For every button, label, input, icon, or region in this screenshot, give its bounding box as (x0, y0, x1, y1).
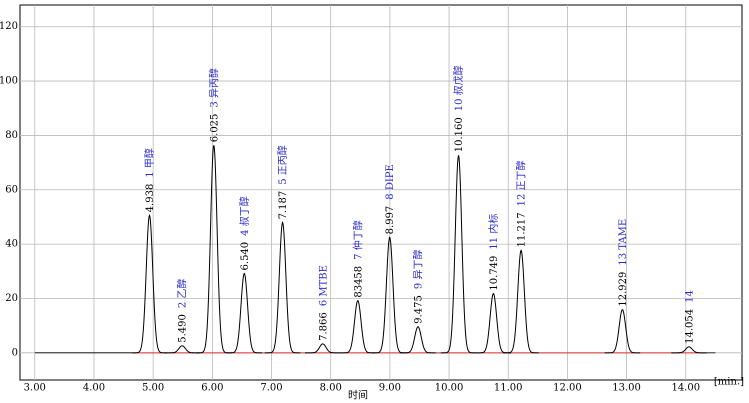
x-tick-label: 13.00 (612, 383, 641, 394)
peak-label: 1 甲醇 (143, 148, 156, 178)
peak-time-label: 10.160 (454, 117, 465, 152)
peak (340, 299, 376, 354)
y-tick-label: 60 (5, 184, 18, 195)
x-tick-label: 8.00 (320, 383, 342, 394)
peak-label: 7 仲丁醇 (351, 220, 364, 260)
peak (475, 292, 512, 354)
peak (440, 155, 477, 354)
x-tick-label: 14.00 (671, 383, 700, 394)
x-tick-label: 11.00 (494, 383, 523, 394)
peak (264, 220, 301, 354)
peak-label: 6 MTBE (318, 265, 329, 306)
peak-label: 10 叔戊醇 (452, 65, 465, 111)
peak-time-label: 9.475 (413, 295, 424, 324)
peak (604, 308, 641, 354)
peak-label: 9 异丁醇 (411, 250, 424, 290)
peak (503, 249, 539, 354)
peak-time-label: 10.749 (489, 256, 500, 291)
y-tick-label: 20 (5, 293, 18, 304)
peak (671, 346, 707, 354)
y-tick-label: 80 (5, 130, 18, 141)
peak-time-label: 6.540 (240, 242, 251, 271)
peak-time-label: 8.997 (385, 206, 396, 235)
y-tick-label: 100 (0, 76, 18, 87)
peak-time-label: 83458 (353, 266, 364, 298)
y-tick-label: 0 (12, 347, 18, 358)
x-tick-label: 9.00 (379, 383, 401, 394)
peak (131, 213, 168, 354)
x-tick-label: 5.00 (142, 383, 164, 394)
peak-time-label: 11.217 (517, 212, 528, 247)
y-tick-label: 120 (0, 21, 18, 32)
peak-label: 8 DIPE (385, 164, 396, 200)
x-tick-label: 4.00 (83, 383, 105, 394)
peak-label: 5 正丙醇 (276, 145, 289, 185)
peak (196, 145, 232, 354)
peak-time-label: 6.025 (209, 114, 220, 143)
y-tick-label: 40 (5, 239, 18, 250)
x-axis-label: 时间 (348, 389, 368, 402)
peak-label: 14 (684, 290, 695, 303)
peak-time-label: 5.490 (178, 314, 189, 343)
peak-time-label: 7.866 (318, 312, 329, 341)
x-tick-label: 3.00 (24, 383, 46, 394)
x-axis-unit: [min.] (714, 377, 744, 388)
x-tick-label: 10.00 (435, 383, 464, 394)
peak-time-label: 4.938 (145, 184, 156, 213)
peak-label: 2 乙醇 (176, 279, 189, 309)
peak-label: 13 TAME (618, 219, 629, 266)
peak (226, 272, 263, 354)
peak (164, 345, 200, 354)
peak-label: 4 叔丁醇 (238, 196, 251, 236)
peak (400, 326, 436, 354)
peak-time-label: 7.187 (278, 191, 289, 220)
plot-area (19, 4, 743, 381)
peak-label: 11 内标 (487, 214, 500, 250)
peak-time-label: 12.929 (618, 272, 629, 307)
peak-label: 12 正丁醇 (515, 160, 528, 206)
x-tick-label: 12.00 (553, 383, 582, 394)
x-tick-label: 7.00 (260, 383, 282, 394)
peak (305, 343, 341, 354)
peak-label: 3 异丙醇 (207, 68, 220, 108)
peak-time-label: 14.054 (684, 309, 695, 344)
x-tick-label: 6.00 (201, 383, 223, 394)
